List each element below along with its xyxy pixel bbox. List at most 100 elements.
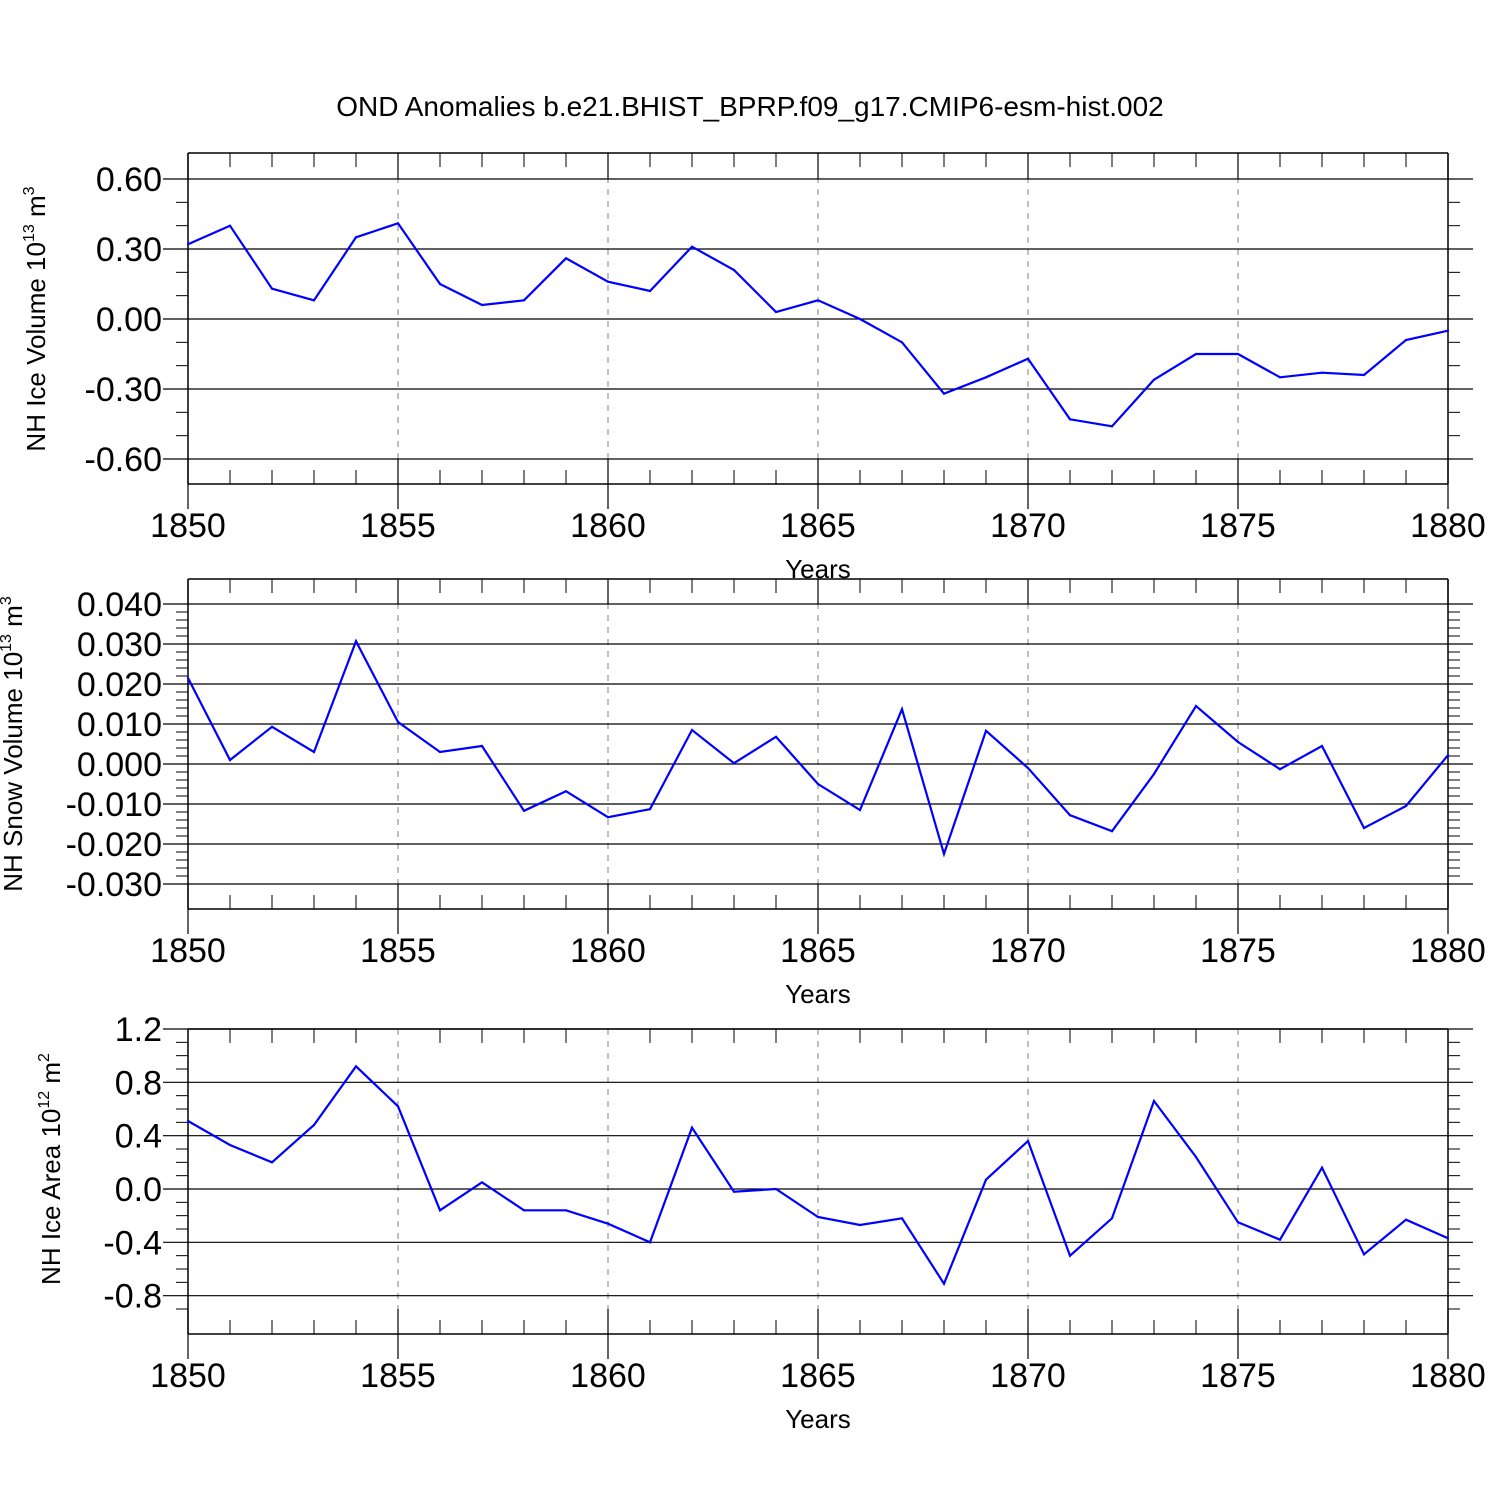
x-tick-label: 1865 (780, 507, 856, 545)
x-tick-label: 1865 (780, 932, 856, 970)
data-point (606, 1222, 610, 1225)
x-tick-label: 1865 (780, 1357, 856, 1395)
y-axis-title-unit-exponent: 2 (36, 1053, 53, 1062)
y-tick-label: -0.020 (66, 826, 162, 864)
y-tick-label: 1.2 (115, 1011, 162, 1049)
y-tick-label: 0.020 (77, 666, 162, 704)
y-axis-title-unit-exponent: 3 (0, 596, 15, 605)
x-tick-label: 1875 (1200, 1357, 1276, 1395)
data-point (774, 1187, 778, 1191)
data-point (984, 1178, 988, 1181)
x-tick-label: 1855 (360, 507, 436, 545)
data-point (312, 1123, 316, 1127)
y-axis-title: NH Snow Volume 1013 m3 (0, 596, 28, 892)
data-point (186, 1119, 190, 1123)
y-axis-title-unit: m (21, 195, 51, 224)
data-point (900, 1217, 904, 1220)
data-point (270, 287, 274, 290)
data-point (480, 744, 484, 748)
data-point (354, 236, 358, 239)
x-tick-label: 1855 (360, 932, 436, 970)
x-tick-label: 1855 (360, 1357, 436, 1395)
x-tick-label: 1880 (1410, 932, 1486, 970)
data-point (1278, 1238, 1282, 1241)
data-point (1236, 352, 1240, 356)
data-point (648, 1241, 652, 1244)
data-point (1362, 826, 1366, 830)
data-point (1194, 352, 1198, 356)
data-point (396, 222, 400, 225)
data-point (984, 729, 988, 732)
data-point (354, 1065, 358, 1068)
y-axis-title: NH Ice Area 1012 m2 (36, 1053, 66, 1285)
data-point (1362, 1253, 1366, 1256)
y-tick-label: -0.030 (66, 866, 162, 904)
y-tick-label: 0.0 (115, 1171, 162, 1209)
data-point (1110, 830, 1114, 833)
data-point (1110, 1217, 1114, 1220)
data-point (1446, 1237, 1450, 1240)
data-point (522, 809, 526, 812)
data-point (564, 1209, 568, 1212)
y-tick-label: -0.60 (85, 441, 163, 479)
x-tick-label: 1850 (150, 507, 226, 545)
data-point (1152, 772, 1156, 776)
data-point (1404, 338, 1408, 342)
y-axis-title-text: NH Ice Volume 10 (21, 242, 51, 452)
data-point (312, 750, 316, 754)
x-tick-label: 1880 (1410, 507, 1486, 545)
data-point (228, 758, 232, 762)
data-point (774, 735, 778, 738)
y-axis-title-unit: m (0, 605, 28, 634)
data-point (900, 341, 904, 344)
y-axis-title-unit: m (36, 1062, 66, 1091)
data-point (1236, 740, 1240, 744)
data-point (1446, 754, 1450, 757)
x-tick-label: 1860 (570, 1357, 646, 1395)
y-tick-label: 0.00 (96, 301, 162, 339)
data-point (858, 1223, 862, 1227)
data-point (900, 708, 904, 711)
y-tick-label: 0.040 (77, 586, 162, 624)
y-axis-title-exponent: 13 (21, 224, 38, 242)
data-point (732, 1190, 736, 1193)
x-tick-label: 1850 (150, 1357, 226, 1395)
y-tick-label: -0.4 (103, 1224, 162, 1262)
data-point (942, 852, 946, 856)
data-point (312, 299, 316, 302)
data-point (354, 640, 358, 643)
y-axis-title-text: NH Ice Area 10 (36, 1109, 66, 1285)
data-point (774, 310, 778, 314)
data-point (942, 1282, 946, 1285)
data-point (1152, 378, 1156, 381)
data-point (522, 1209, 526, 1212)
x-tick-label: 1870 (990, 507, 1066, 545)
y-axis-title: NH Ice Volume 1013 m3 (21, 186, 51, 451)
data-point (1068, 814, 1072, 817)
data-point (1278, 376, 1282, 379)
data-point (732, 762, 736, 765)
data-point (1194, 704, 1198, 708)
data-point (942, 392, 946, 395)
data-point (1320, 744, 1324, 748)
data-point (1320, 371, 1324, 374)
data-point (1320, 1166, 1324, 1169)
x-tick-label: 1880 (1410, 1357, 1486, 1395)
data-point (270, 725, 274, 728)
data-point (1362, 373, 1366, 377)
data-point (1152, 1099, 1156, 1103)
data-point (1026, 357, 1030, 360)
y-tick-label: 0.4 (115, 1118, 162, 1156)
data-point (858, 808, 862, 812)
y-tick-label: -0.8 (103, 1278, 162, 1316)
data-point (1236, 1221, 1240, 1224)
data-point (1068, 418, 1072, 421)
data-point (648, 289, 652, 293)
data-point (732, 268, 736, 272)
data-point (228, 224, 232, 227)
data-point (984, 376, 988, 379)
data-point (1194, 1155, 1198, 1159)
data-point (522, 299, 526, 302)
data-point (690, 728, 694, 732)
